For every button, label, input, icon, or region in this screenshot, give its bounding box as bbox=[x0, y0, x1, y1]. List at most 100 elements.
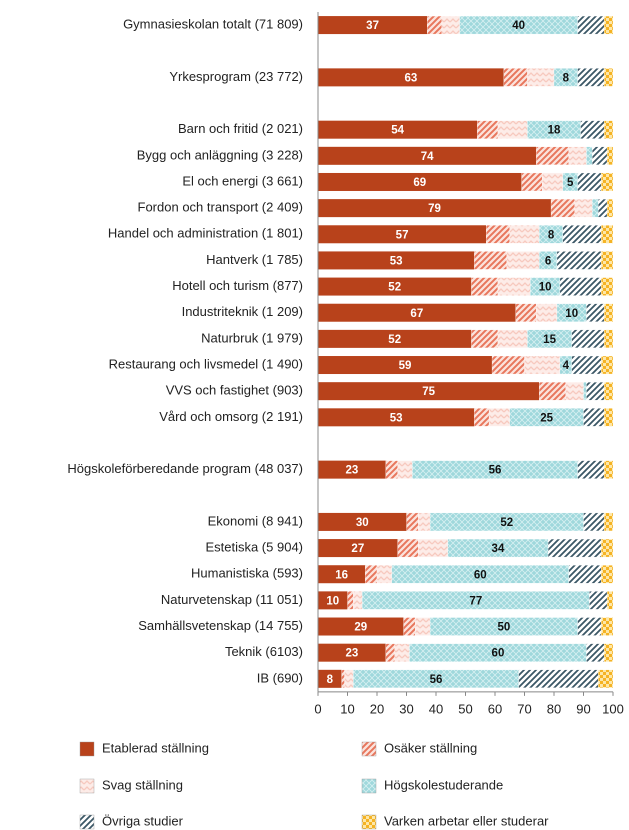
x-tick-label: 50 bbox=[458, 701, 472, 716]
bar-segment bbox=[441, 15, 460, 35]
bar-segment bbox=[477, 120, 499, 139]
bar-segment bbox=[497, 120, 528, 139]
bar-segment bbox=[586, 303, 605, 322]
category-label: Hotell och turism (877) bbox=[172, 278, 303, 293]
bar-segment bbox=[318, 199, 552, 218]
data-label: 53 bbox=[390, 255, 403, 267]
category-label: Bygg och anläggning (3 228) bbox=[137, 147, 303, 162]
bar-segment bbox=[318, 460, 386, 479]
bar-segment bbox=[604, 68, 614, 87]
bar-segment bbox=[577, 172, 602, 192]
category-label: Naturvetenskap (11 051) bbox=[161, 592, 303, 607]
category-label: Vård och omsorg (2 191) bbox=[159, 409, 303, 424]
data-label: 69 bbox=[413, 177, 426, 189]
data-label: 59 bbox=[399, 360, 412, 372]
data-label: 10 bbox=[539, 282, 552, 294]
bar-segment bbox=[521, 172, 543, 192]
bar-segment bbox=[604, 382, 614, 401]
category-label: Fordon och transport (2 409) bbox=[138, 200, 303, 215]
bar-segment bbox=[509, 225, 540, 244]
bar-segment bbox=[344, 669, 354, 688]
bar-segment bbox=[580, 120, 605, 139]
data-label: 27 bbox=[351, 543, 364, 555]
bar-segment bbox=[577, 68, 605, 87]
bar-segment bbox=[604, 512, 614, 532]
bar-segment bbox=[485, 225, 510, 244]
data-label: 30 bbox=[356, 517, 369, 529]
bar-segment bbox=[542, 172, 564, 192]
bar-segment bbox=[592, 146, 608, 165]
data-label: 8 bbox=[327, 674, 334, 686]
data-label: 6 bbox=[545, 255, 551, 267]
legend-label: Övriga studier bbox=[102, 813, 184, 828]
bar-segment bbox=[418, 538, 448, 558]
data-label: 37 bbox=[366, 20, 379, 32]
data-label: 60 bbox=[474, 569, 487, 581]
bar-segment bbox=[491, 355, 525, 375]
data-label: 29 bbox=[354, 622, 367, 634]
data-label: 57 bbox=[396, 229, 409, 241]
x-tick-label: 80 bbox=[547, 701, 561, 716]
bar-segment bbox=[604, 643, 614, 662]
x-tick-label: 10 bbox=[340, 701, 354, 716]
data-label: 67 bbox=[410, 308, 423, 320]
bar-segment bbox=[583, 408, 605, 427]
bar-segment bbox=[601, 565, 614, 584]
data-label: 8 bbox=[563, 72, 570, 84]
data-label: 56 bbox=[489, 465, 502, 477]
x-tick-label: 30 bbox=[399, 701, 413, 716]
legend-swatch bbox=[79, 778, 95, 794]
bar-segment bbox=[318, 382, 540, 401]
bar-segment bbox=[471, 329, 499, 349]
bar-segment bbox=[550, 198, 575, 218]
category-label: Teknik (6103) bbox=[225, 644, 303, 659]
category-label: Gymnasieskolan totalt (71 809) bbox=[123, 17, 303, 32]
bar-segment bbox=[604, 460, 614, 479]
bar-segment bbox=[318, 251, 475, 270]
bar-segment bbox=[503, 68, 528, 87]
bar-segment bbox=[586, 146, 593, 165]
category-label: Hantverk (1 785) bbox=[206, 252, 303, 267]
bar-segment bbox=[518, 669, 599, 688]
category-label: Handel och administration (1 801) bbox=[108, 226, 303, 241]
category-label: Humanistiska (593) bbox=[191, 566, 303, 581]
data-label: 50 bbox=[497, 622, 510, 634]
bar-segment bbox=[347, 591, 354, 610]
bar-segment bbox=[318, 16, 428, 35]
data-label: 25 bbox=[540, 412, 553, 424]
bar-segment bbox=[418, 512, 431, 532]
bar-segment bbox=[497, 277, 531, 296]
bar-segment bbox=[577, 617, 602, 636]
bar-segment bbox=[426, 15, 443, 35]
data-label: 52 bbox=[388, 282, 401, 294]
data-label: 75 bbox=[422, 386, 435, 398]
category-label: Estetiska (5 904) bbox=[205, 540, 303, 555]
bar-segment bbox=[601, 251, 614, 270]
bar-segment bbox=[318, 68, 504, 87]
legend-label: Varken arbetar eller studerar bbox=[384, 813, 549, 828]
bar-segment bbox=[556, 251, 602, 270]
bar-segment bbox=[568, 146, 587, 165]
bar-segment bbox=[568, 565, 602, 584]
category-label: IB (690) bbox=[257, 670, 303, 685]
x-tick-label: 70 bbox=[517, 701, 531, 716]
data-label: 10 bbox=[565, 308, 578, 320]
bar-segment bbox=[527, 68, 555, 87]
bar-segment bbox=[601, 617, 614, 636]
bar-segment bbox=[586, 382, 605, 401]
bar-segment bbox=[318, 669, 342, 688]
bar-segment bbox=[601, 277, 614, 296]
bar-segment bbox=[606, 146, 614, 165]
bar-segment bbox=[598, 669, 614, 688]
bar-segment bbox=[577, 460, 605, 479]
bar-segment bbox=[604, 120, 614, 139]
bar-segment bbox=[589, 591, 608, 610]
category-label: Industriteknik (1 209) bbox=[182, 304, 303, 319]
category-label: Restaurang och livsmedel (1 490) bbox=[109, 356, 303, 371]
bar-segment bbox=[318, 617, 404, 636]
legend-swatch bbox=[79, 741, 95, 757]
bar-segment bbox=[539, 382, 566, 401]
legend-label: Osäker ställning bbox=[384, 740, 477, 755]
category-label: El och energi (3 661) bbox=[182, 173, 303, 188]
